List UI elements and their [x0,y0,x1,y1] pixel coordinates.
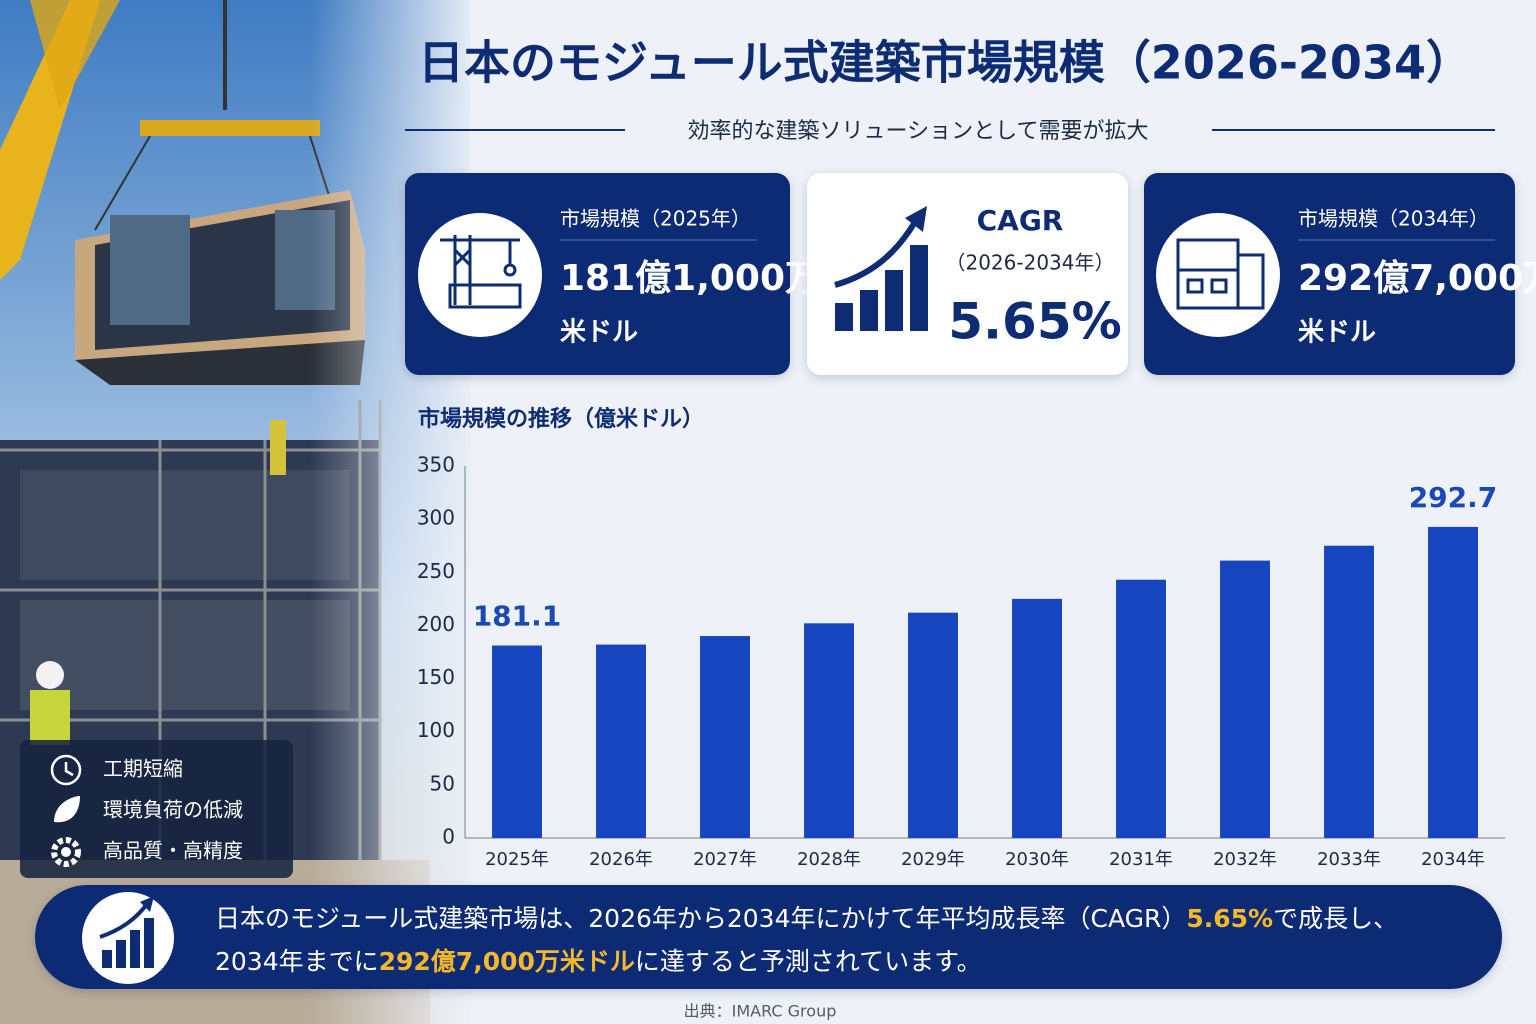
y-tick-label: 300 [417,506,455,530]
card-value: 5.65% [948,293,1121,351]
x-tick-label: 2027年 [693,849,757,870]
bar [804,623,854,838]
y-tick-label: 0 [442,825,455,849]
source: 出典：IMARC Group [684,1002,837,1021]
x-tick-label: 2032年 [1213,849,1277,870]
bar [700,636,750,838]
x-tick-label: 2031年 [1109,849,1173,870]
x-tick-label: 2025年 [485,849,549,870]
x-tick-label: 2029年 [901,849,965,870]
summary-text: 日本のモジュール式建築市場は、2026年から2034年にかけて年平均成長率（CA… [215,904,1186,933]
bar [1220,560,1270,838]
bar [492,645,542,838]
value-label: 181.1 [473,600,562,633]
card-value: 292億7,000万 [1298,258,1536,299]
card-unit: 米ドル [1298,318,1376,348]
x-tick-label: 2026年 [589,849,653,870]
bar [1012,598,1062,838]
chart-title: 市場規模の推移（億米ドル） [418,406,704,432]
feature: 工期短縮 [103,757,183,781]
y-tick-label: 100 [417,718,455,742]
card-label: CAGR [977,204,1064,237]
card-label: 市場規模（2034年） [1298,207,1489,231]
subtitle: 効率的な建築ソリューションとして需要が拡大 [688,119,1149,144]
value-label: 292.7 [1409,481,1498,514]
x-tick-label: 2028年 [797,849,861,870]
card-unit: 米ドル [560,318,638,348]
summary-text: 2034年までに [215,947,379,976]
bar [908,612,958,838]
bar [1324,545,1374,838]
summary-highlight: 5.65% [1186,904,1273,933]
card-value: 181億1,000万 [560,258,821,299]
features-box: 工期短縮 環境負荷の低減 高品質・高精度 [20,740,293,878]
summary-text: で成長し、 [1273,904,1398,933]
x-tick-label: 2033年 [1317,849,1381,870]
card: 市場規模（2034年） 292億7,000万 米ドル [1144,173,1536,375]
card-label: 市場規模（2025年） [560,207,751,231]
y-tick-label: 200 [417,612,455,636]
card: 市場規模（2025年） 181億1,000万 米ドル [405,173,821,375]
bar [1116,579,1166,838]
y-tick-label: 150 [417,665,455,689]
x-tick-label: 2030年 [1005,849,1069,870]
x-tick-label: 2034年 [1421,849,1485,870]
summary-banner: 日本のモジュール式建築市場は、2026年から2034年にかけて年平均成長率（CA… [35,885,1502,989]
summary-text: に達すると予測されています。 [635,947,982,976]
summary-line: 2034年までに292億7,000万米ドルに達すると予測されています。 [215,947,982,976]
card-period: （2026-2034年） [945,251,1114,275]
chart: 0 50 100 150 200 250 300 350 2025年 181.1 2026年 2027… [417,453,1505,870]
summary-highlight: 292億7,000万米ドル [379,947,635,976]
y-tick-label: 50 [430,771,455,795]
feature: 高品質・高精度 [103,839,243,863]
card: CAGR （2026-2034年） 5.65% [807,173,1128,375]
bar [1428,526,1478,838]
summary-line: 日本のモジュール式建築市場は、2026年から2034年にかけて年平均成長率（CA… [215,904,1398,933]
title: 日本のモジュール式建築市場規模（2026-2034） [418,36,1472,90]
y-tick-label: 350 [417,453,455,477]
feature: 環境負荷の低減 [103,798,243,822]
y-tick-label: 250 [417,559,455,583]
bar [596,644,646,838]
